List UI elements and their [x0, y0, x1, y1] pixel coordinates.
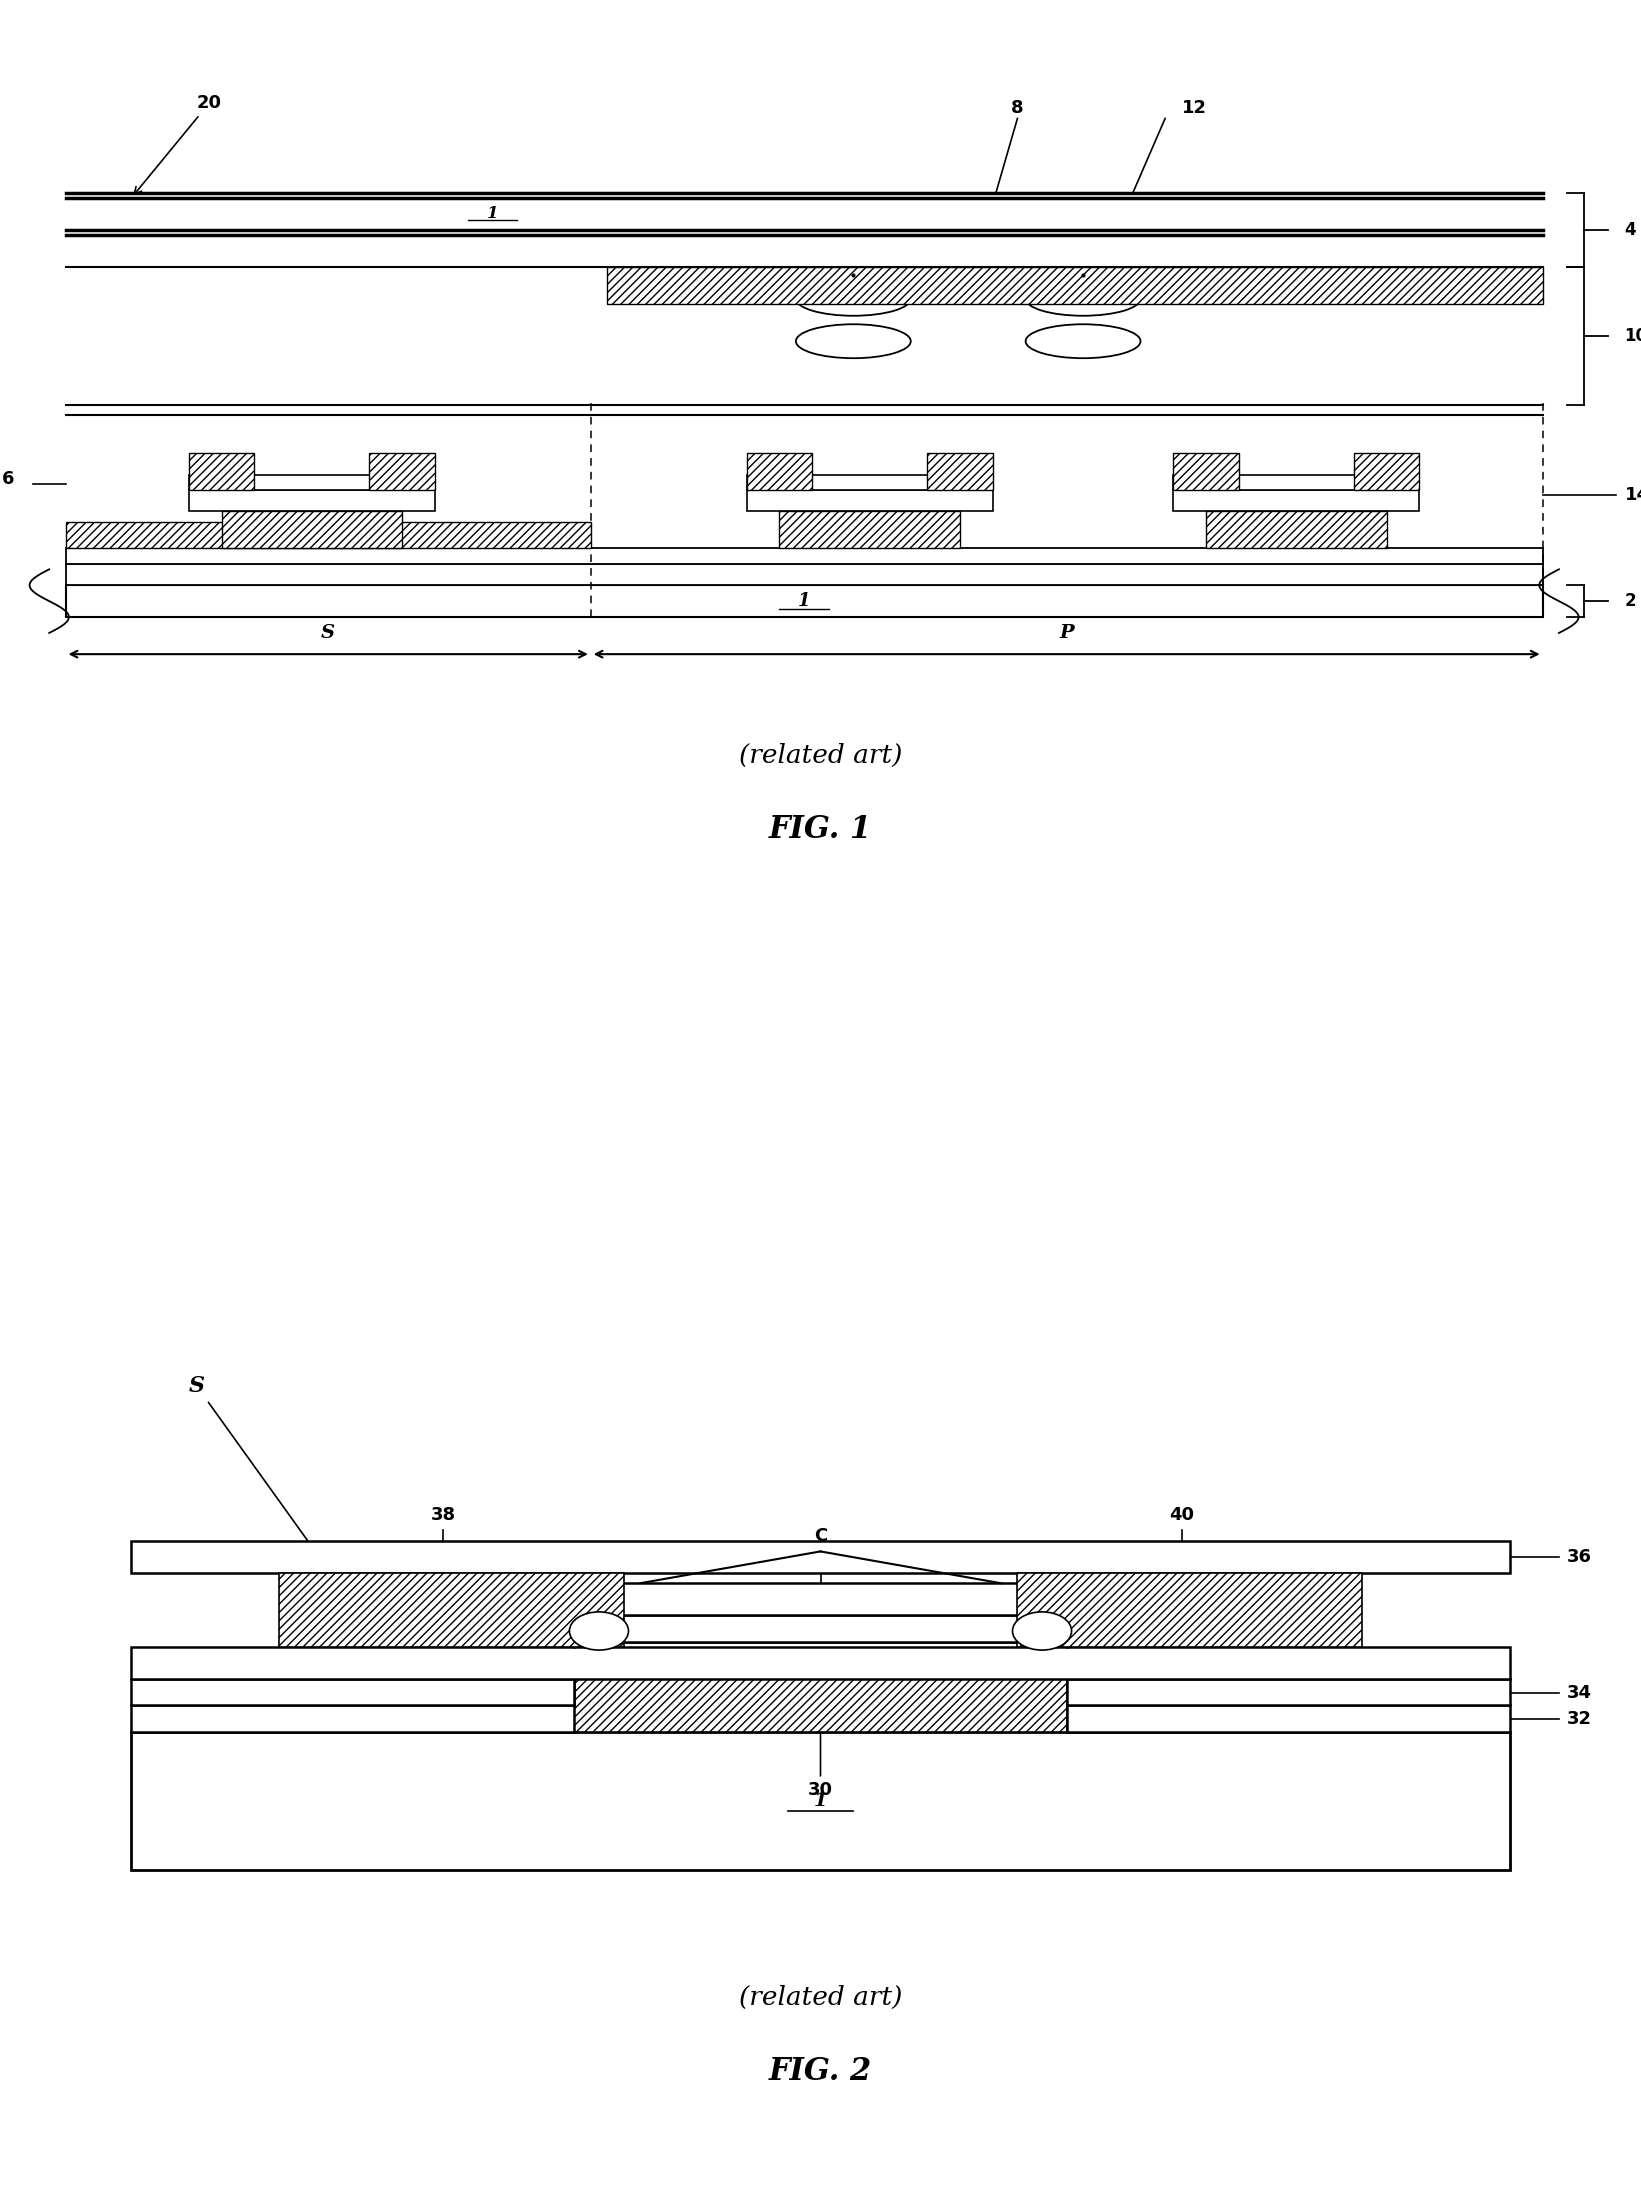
- Bar: [1173, 453, 1239, 491]
- Text: 32: 32: [1567, 1711, 1592, 1728]
- Bar: [1067, 1680, 1510, 1706]
- Text: 20: 20: [135, 93, 222, 194]
- Ellipse shape: [796, 325, 911, 358]
- Bar: [131, 1680, 574, 1706]
- Bar: [66, 522, 591, 548]
- Ellipse shape: [1026, 325, 1140, 358]
- Text: S: S: [189, 1375, 358, 1611]
- Text: (related art): (related art): [738, 743, 903, 767]
- Bar: [1206, 511, 1387, 548]
- Text: 10: 10: [1625, 327, 1641, 345]
- Text: FIG. 2: FIG. 2: [770, 2055, 871, 2086]
- Bar: [1173, 475, 1419, 491]
- Bar: [66, 192, 1543, 234]
- Bar: [574, 1642, 1067, 1669]
- Text: 40: 40: [1168, 1505, 1195, 1523]
- Text: C: C: [814, 1527, 827, 1545]
- Text: 14: 14: [1625, 486, 1641, 504]
- Bar: [574, 1669, 1067, 1733]
- Text: 30: 30: [807, 1726, 834, 1799]
- Bar: [747, 453, 812, 491]
- Text: 36: 36: [1567, 1547, 1592, 1565]
- Bar: [279, 1574, 624, 1646]
- Text: 1: 1: [798, 592, 811, 610]
- Bar: [747, 491, 993, 511]
- Circle shape: [569, 1611, 629, 1651]
- Bar: [747, 475, 993, 491]
- Bar: [189, 453, 254, 491]
- Text: 1: 1: [814, 1792, 827, 1810]
- Bar: [131, 1733, 1510, 1870]
- Bar: [189, 491, 435, 511]
- Ellipse shape: [1026, 283, 1140, 316]
- Text: S: S: [322, 623, 335, 643]
- Text: 34: 34: [1567, 1684, 1592, 1702]
- Text: 2: 2: [1625, 592, 1636, 610]
- Text: P: P: [1060, 623, 1073, 643]
- Text: 38: 38: [430, 1505, 456, 1523]
- Text: 1: 1: [486, 206, 499, 223]
- Bar: [1173, 491, 1419, 511]
- Bar: [189, 475, 435, 491]
- Text: 6: 6: [2, 471, 15, 488]
- Ellipse shape: [796, 283, 911, 316]
- Bar: [1354, 453, 1419, 491]
- Bar: [1067, 1706, 1510, 1733]
- Bar: [1017, 1574, 1362, 1646]
- Text: 12: 12: [1182, 99, 1206, 117]
- Bar: [369, 453, 435, 491]
- Bar: [779, 511, 960, 548]
- Text: FIG. 1: FIG. 1: [770, 813, 871, 844]
- Bar: [131, 1540, 1510, 1574]
- Bar: [66, 548, 1543, 564]
- Bar: [222, 511, 402, 548]
- Bar: [574, 1616, 1067, 1642]
- Bar: [131, 1646, 1510, 1680]
- Text: (related art): (related art): [738, 1985, 903, 2009]
- Text: 4: 4: [1625, 221, 1636, 239]
- Bar: [574, 1582, 1067, 1616]
- Bar: [66, 586, 1543, 617]
- Circle shape: [1012, 1611, 1072, 1651]
- Text: 8: 8: [1011, 99, 1024, 117]
- Bar: [607, 267, 1543, 305]
- Bar: [927, 453, 993, 491]
- Bar: [66, 564, 1543, 586]
- Bar: [131, 1706, 574, 1733]
